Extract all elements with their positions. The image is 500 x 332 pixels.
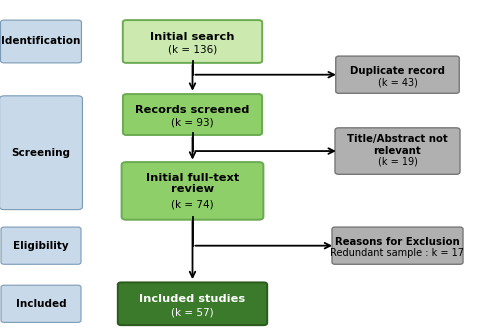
Text: Initial search: Initial search	[150, 32, 235, 42]
Text: Eligibility: Eligibility	[13, 241, 69, 251]
Text: Records screened: Records screened	[136, 105, 250, 115]
FancyBboxPatch shape	[123, 94, 262, 135]
FancyBboxPatch shape	[122, 162, 264, 220]
Text: Included: Included	[16, 299, 66, 309]
Text: Initial full-text
review: Initial full-text review	[146, 173, 239, 195]
Text: (k = 136): (k = 136)	[168, 45, 217, 55]
FancyBboxPatch shape	[1, 227, 81, 264]
Text: (k = 57): (k = 57)	[171, 307, 214, 317]
FancyBboxPatch shape	[332, 227, 463, 264]
Text: Redundant sample : k = 17: Redundant sample : k = 17	[330, 248, 464, 258]
FancyBboxPatch shape	[1, 285, 81, 322]
FancyBboxPatch shape	[118, 283, 267, 325]
FancyBboxPatch shape	[0, 96, 82, 209]
Text: (k = 19): (k = 19)	[378, 157, 418, 167]
FancyBboxPatch shape	[0, 20, 82, 63]
FancyBboxPatch shape	[335, 128, 460, 174]
Text: Identification: Identification	[2, 37, 80, 46]
FancyBboxPatch shape	[123, 20, 262, 63]
Text: (k = 93): (k = 93)	[171, 118, 214, 127]
Text: Title/Abstract not
relevant: Title/Abstract not relevant	[347, 134, 448, 156]
Text: Screening: Screening	[12, 148, 70, 158]
FancyBboxPatch shape	[336, 56, 459, 93]
Text: Duplicate record: Duplicate record	[350, 66, 445, 76]
Text: (k = 74): (k = 74)	[171, 199, 214, 209]
Text: (k = 43): (k = 43)	[378, 77, 418, 87]
Text: Reasons for Exclusion: Reasons for Exclusion	[335, 237, 460, 247]
Text: Included studies: Included studies	[140, 294, 246, 304]
